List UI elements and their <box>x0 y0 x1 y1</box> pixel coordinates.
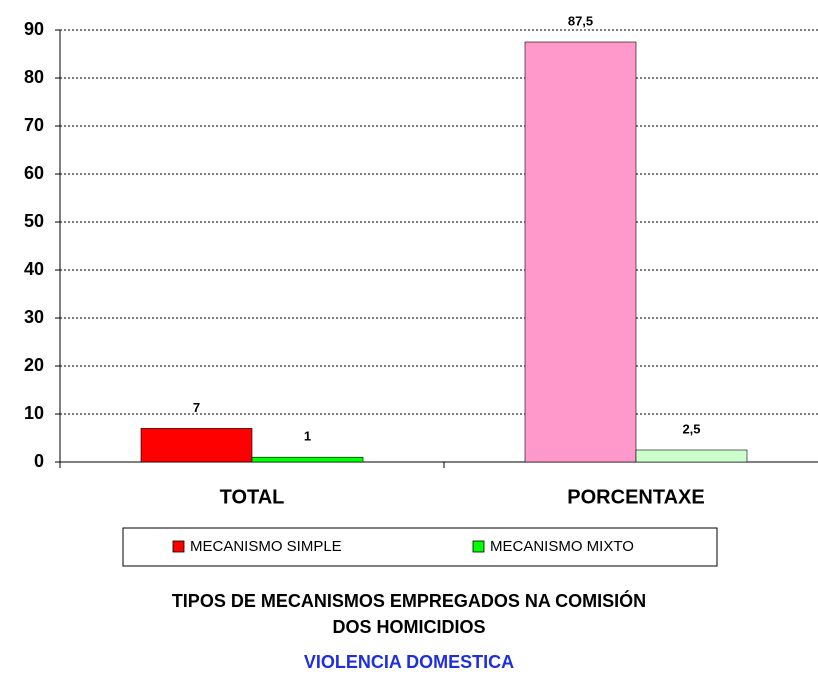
y-tick-label: 30 <box>24 307 44 327</box>
legend-box <box>122 527 718 567</box>
legend-swatch <box>472 540 485 553</box>
bar <box>635 449 748 463</box>
value-label: 87,5 <box>568 13 593 28</box>
x-tick-label: PORCENTAXE <box>567 486 704 508</box>
value-label: 2,5 <box>682 421 700 436</box>
legend-label: MECANISMO MIXTO <box>490 538 634 555</box>
bar <box>524 41 637 463</box>
x-tick-label: TOTAL <box>220 486 285 508</box>
legend-label: MECANISMO SIMPLE <box>190 538 342 555</box>
y-tick-label: 10 <box>24 403 44 423</box>
bar <box>251 456 364 463</box>
legend-swatch <box>172 540 185 553</box>
y-tick-label: 80 <box>24 67 44 87</box>
value-label: 7 <box>193 400 200 415</box>
y-tick-label: 50 <box>24 211 44 231</box>
bar <box>140 428 253 463</box>
chart-subtitle: VIOLENCIA DOMESTICA <box>303 652 515 672</box>
y-tick-label: 0 <box>34 451 44 471</box>
value-label: 1 <box>304 429 311 444</box>
chart-title: TIPOS DE MECANISMOS EMPREGADOS NA COMISI… <box>171 591 647 637</box>
y-tick-label: 70 <box>24 115 44 135</box>
y-tick-label: 90 <box>24 19 44 39</box>
y-tick-label: 20 <box>24 355 44 375</box>
y-tick-label: 40 <box>24 259 44 279</box>
y-tick-label: 60 <box>24 163 44 183</box>
chart: 0 10 20 30 40 50 60 70 80 90 TOTAL 7 1 PORCENTAXE 87,5… <box>24 13 818 567</box>
